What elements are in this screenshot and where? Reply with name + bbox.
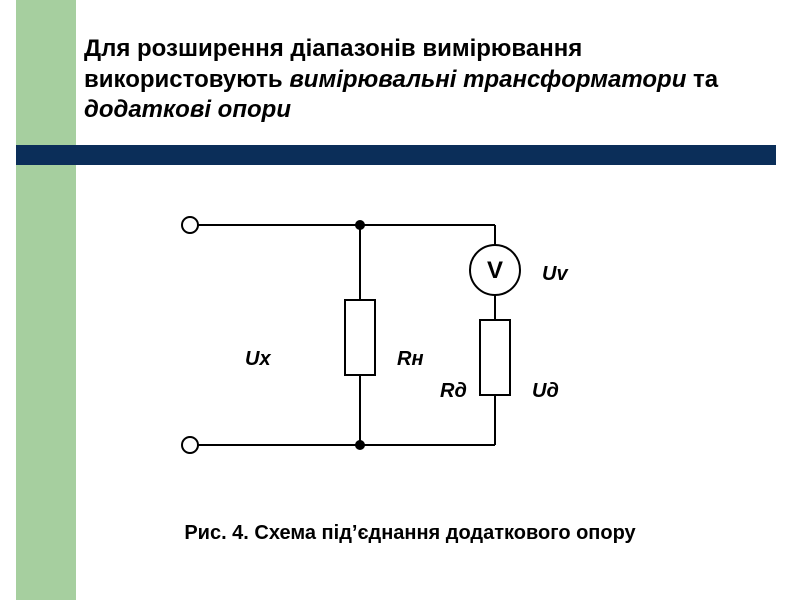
- title-italic-1: вимірювальні трансформатори: [289, 66, 686, 93]
- svg-text:Uv: Uv: [542, 263, 569, 285]
- figure-caption: Рис. 4. Схема під’єднання додаткового оп…: [130, 522, 690, 545]
- slide-title: Для розширення діапазонів вимірювання ви…: [84, 34, 774, 126]
- svg-text:Rд: Rд: [440, 380, 467, 402]
- title-italic-2: додаткові опори: [84, 96, 291, 123]
- circuit-diagram: Ux Rн Rд Uд Uv V: [150, 200, 650, 500]
- title-text-2: та: [686, 66, 718, 93]
- svg-text:Uд: Uд: [532, 380, 559, 402]
- accent-strip-left: [16, 0, 76, 600]
- svg-text:V: V: [487, 257, 503, 284]
- svg-text:Ux: Ux: [245, 348, 271, 370]
- svg-text:Rн: Rн: [397, 348, 424, 370]
- accent-bar-under-title: [16, 145, 776, 165]
